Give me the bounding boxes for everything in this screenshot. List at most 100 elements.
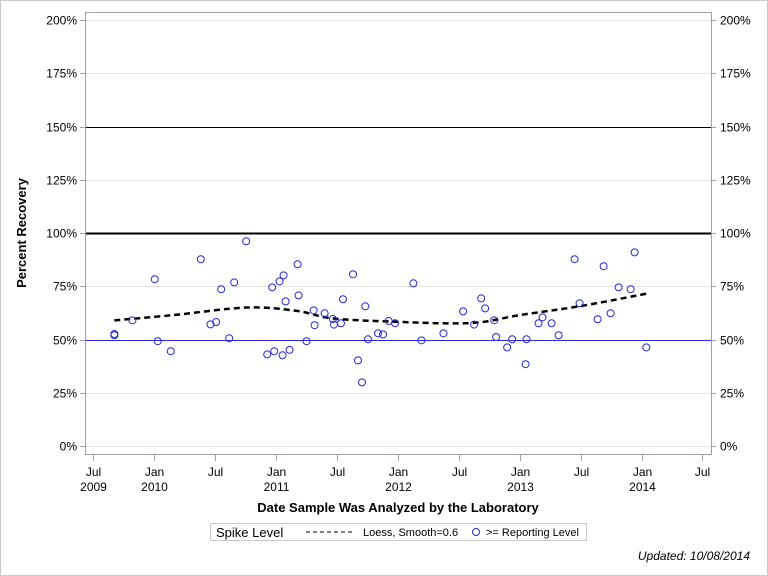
data-point [328,315,337,324]
loess-curve [114,292,647,325]
data-point [492,332,501,341]
data-point [338,295,347,304]
data-point [270,347,279,356]
data-point [490,316,499,325]
data-point [379,330,388,339]
data-point [503,343,512,352]
data-point [166,347,175,356]
x-tick-year-label: 2011 [264,480,290,494]
data-point [534,319,543,328]
data-point [230,278,239,287]
data-point [150,275,159,284]
data-point [285,345,294,354]
y-tick-label-left: 150% [46,121,77,135]
data-point [268,283,277,292]
data-point [626,285,635,294]
data-point [409,279,418,288]
data-point [614,283,623,292]
x-tick-label: Jan [633,465,652,479]
data-point [153,337,162,346]
y-tick-label-right: 50% [720,334,744,348]
data-point [320,309,329,318]
legend-loess-label: Loess, Smooth=0.6 [363,527,458,539]
y-tick-label-right: 175% [720,67,751,81]
data-point [547,319,556,328]
data-point [538,313,547,322]
y-tick-label-right: 25% [720,387,744,401]
data-point [128,316,137,325]
data-point [357,378,366,387]
y-tick-label-right: 150% [720,121,751,135]
data-point [599,262,608,271]
data-point [521,360,530,369]
y-tick-label-right: 100% [720,227,751,241]
data-point [110,331,119,340]
legend-circle-label: >= Reporting Level [486,527,579,539]
data-point [630,248,639,257]
data-point [225,334,234,343]
y-tick-label-right: 0% [720,440,738,454]
data-point [470,320,479,329]
loess-line [114,292,647,325]
y-tick-label-left: 25% [53,387,77,401]
data-point [336,319,345,328]
data-point [310,321,319,330]
scatter-points [110,237,651,387]
data-point [279,271,288,280]
data-point [481,304,490,313]
data-point [348,270,357,279]
x-tick-label: Jan [511,465,530,479]
legend-title: Spike Level [216,525,283,540]
y-tick-label-left: 50% [53,334,77,348]
y-axis: 0% 0% 25% 25% 50% 50% 75% 75% 100% 100% 125% 125% 15… [46,14,751,454]
data-point [196,255,205,264]
data-point [217,285,226,294]
y-tick-label-left: 200% [46,14,77,28]
y-tick-label-left: 175% [46,67,77,81]
x-tick-label: Jul [695,465,710,479]
y-tick-label-left: 125% [46,174,77,188]
data-point [522,335,531,344]
x-tick-year-label: 2009 [80,480,107,494]
data-point [575,299,584,308]
x-tick-year-label: 2014 [629,480,656,494]
data-point [281,297,290,306]
data-point [477,294,486,303]
y-tick-label-right: 75% [720,280,744,294]
x-tick-year-label: 2010 [141,480,168,494]
x-tick-label: Jul [86,465,101,479]
x-tick-label: Jul [574,465,589,479]
x-tick-label: Jan [389,465,408,479]
y-tick-label-left: 100% [46,227,77,241]
x-axis-title: Date Sample Was Analyzed by the Laborato… [257,500,539,515]
x-tick-year-label: 2013 [507,480,534,494]
data-point [275,277,284,286]
legend-circle-symbol [472,528,480,536]
x-tick-label: Jan [267,465,286,479]
data-point [417,336,426,345]
data-point [439,329,448,338]
data-point [570,255,579,264]
legend-box [210,523,587,541]
x-tick-label: Jul [452,465,467,479]
data-point [302,337,311,346]
data-point [361,302,370,311]
data-point [508,335,517,344]
y-tick-label-right: 125% [720,174,751,188]
data-point [309,306,318,315]
data-point [353,356,362,365]
data-point [212,318,221,327]
x-tick-label: Jan [145,465,164,479]
footnote: Updated: 10/08/2014 [638,549,750,563]
data-point [242,237,251,246]
data-point [593,315,602,324]
data-point [278,351,287,360]
data-point [459,307,468,316]
y-tick-label-left: 0% [60,440,78,454]
x-tick-label: Jul [208,465,223,479]
data-point [642,343,651,352]
x-tick-label: Jul [330,465,345,479]
